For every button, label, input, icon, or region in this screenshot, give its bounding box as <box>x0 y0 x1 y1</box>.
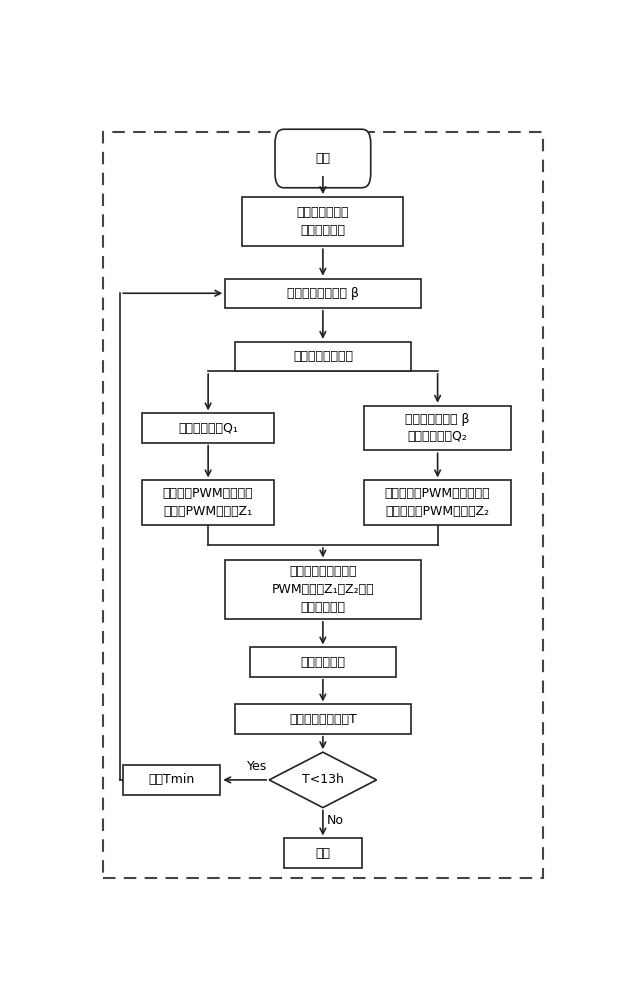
Text: 调用株间灯PWM反馈算法求
株间补光灯PWM占空比Z₂: 调用株间灯PWM反馈算法求 株间补光灯PWM占空比Z₂ <box>385 487 490 518</box>
Text: 开始: 开始 <box>316 152 330 165</box>
FancyBboxPatch shape <box>243 197 403 246</box>
Text: Yes: Yes <box>246 760 266 773</box>
Text: 补光灯组响应: 补光灯组响应 <box>301 656 345 669</box>
Text: 累计系统运行时间T: 累计系统运行时间T <box>289 713 357 726</box>
Text: 控制模块协调器发送
PWM占空比Z₁与Z₂数据
包给补光灯组: 控制模块协调器发送 PWM占空比Z₁与Z₂数据 包给补光灯组 <box>272 565 374 614</box>
FancyBboxPatch shape <box>284 838 362 868</box>
Text: 计算叶片透光指数 β: 计算叶片透光指数 β <box>287 287 359 300</box>
Text: 关灯: 关灯 <box>316 847 330 860</box>
Polygon shape <box>269 752 377 808</box>
Text: 顶叶环境光强Q₁: 顶叶环境光强Q₁ <box>178 422 238 434</box>
FancyBboxPatch shape <box>235 704 411 734</box>
FancyBboxPatch shape <box>275 129 370 188</box>
Text: 调用顶灯PWM反馈算法
求顶灯PWM占空比Z₁: 调用顶灯PWM反馈算法 求顶灯PWM占空比Z₁ <box>163 487 253 518</box>
FancyBboxPatch shape <box>364 406 511 450</box>
Text: 相机采集单位植
株的叶片图像: 相机采集单位植 株的叶片图像 <box>297 206 349 237</box>
Text: 由叶片透光指数 β
计算株间光强Q₂: 由叶片透光指数 β 计算株间光强Q₂ <box>405 412 470 444</box>
FancyBboxPatch shape <box>226 560 421 619</box>
Text: 延时Tmin: 延时Tmin <box>149 773 195 786</box>
FancyBboxPatch shape <box>142 413 274 443</box>
Text: T<13h: T<13h <box>302 773 344 786</box>
FancyBboxPatch shape <box>235 342 411 371</box>
Text: 检测顶叶环境光强: 检测顶叶环境光强 <box>293 350 353 363</box>
FancyBboxPatch shape <box>142 480 274 525</box>
FancyBboxPatch shape <box>123 765 220 795</box>
FancyBboxPatch shape <box>364 480 511 525</box>
Text: No: No <box>327 814 344 827</box>
FancyBboxPatch shape <box>249 647 396 677</box>
FancyBboxPatch shape <box>226 279 421 308</box>
